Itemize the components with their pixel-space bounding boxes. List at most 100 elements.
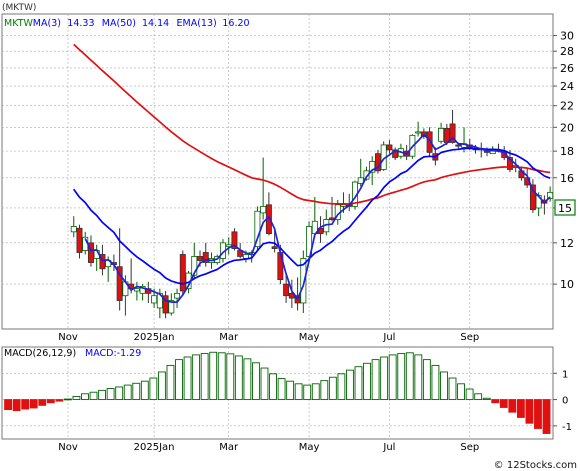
candle-body <box>283 283 290 297</box>
candle-body <box>506 157 513 170</box>
macd-bar <box>115 386 124 401</box>
price-x-tick: Nov <box>58 332 78 343</box>
candle-body <box>260 205 267 214</box>
candle-body <box>449 123 456 143</box>
macd-bar <box>371 359 380 401</box>
macd-bar <box>294 383 303 401</box>
macd-bar <box>516 399 525 418</box>
legend-item: MA(50) <box>102 18 136 29</box>
price-gridlines <box>2 14 553 329</box>
legend-item: MA(3) <box>33 18 61 29</box>
candle-body <box>455 144 462 147</box>
macd-bar <box>55 399 64 402</box>
candle-body <box>87 242 94 263</box>
candle-body <box>271 246 278 249</box>
macd-bar <box>440 371 448 401</box>
candle-body <box>225 244 232 248</box>
candle-body <box>99 254 106 270</box>
macd-x-tick: Nov <box>58 442 78 453</box>
macd-x-tick: 2025Jan <box>134 442 175 453</box>
price-y-axis: 3028262422201816141210 <box>553 30 574 291</box>
candle-body <box>151 295 158 304</box>
macd-bar <box>98 389 107 401</box>
macd-bar <box>286 380 295 401</box>
price-y-tick: 10 <box>560 278 574 291</box>
macd-bar <box>29 399 38 409</box>
macd-bar <box>252 362 260 401</box>
candle-body <box>415 131 422 134</box>
ma50-line <box>73 43 551 205</box>
price-y-tick: 24 <box>560 80 574 93</box>
macd-bar <box>397 353 406 401</box>
macd-bar <box>89 391 98 401</box>
price-x-tick: Mar <box>219 332 239 343</box>
macd-bar <box>140 380 149 401</box>
price-y-tick: 20 <box>560 121 574 134</box>
moving-average-lines <box>73 43 551 303</box>
macd-bar <box>21 399 30 410</box>
macd-bar <box>448 377 457 401</box>
macd-bar <box>405 352 414 401</box>
candle-body <box>300 258 307 304</box>
macd-bar <box>234 355 243 401</box>
candle-body <box>357 177 364 184</box>
macd-bar <box>508 399 517 413</box>
macd-x-tick: Mar <box>219 442 239 453</box>
macd-bar <box>200 353 209 401</box>
candle-body <box>139 285 146 294</box>
price-x-tick: May <box>299 332 320 343</box>
macd-bar <box>63 398 72 401</box>
price-x-tick: 2025Jan <box>134 332 175 343</box>
price-y-tick: 16 <box>560 172 574 185</box>
macd-x-tick: Sep <box>460 442 479 453</box>
macd-bar <box>388 354 397 401</box>
ticker-title: (MKTW) <box>2 3 36 13</box>
macd-bar <box>474 393 483 401</box>
candle-body <box>329 217 336 220</box>
candle-body <box>202 252 209 263</box>
legend-item: 14.14 <box>142 18 169 29</box>
macd-bar <box>525 399 534 424</box>
macd-bar <box>123 384 132 401</box>
macd-bar <box>337 373 346 401</box>
candle-body <box>529 184 536 211</box>
ema13-line <box>73 147 551 285</box>
candle-body <box>426 131 433 153</box>
macd-bar <box>491 399 500 404</box>
macd-y-tick: 0 <box>562 396 568 407</box>
price-y-tick: 12 <box>560 237 574 250</box>
macd-bar <box>277 378 286 401</box>
macd-bar <box>482 397 491 401</box>
price-x-tick: Sep <box>460 332 479 343</box>
macd-bar <box>46 399 55 404</box>
macd-bar <box>72 395 81 401</box>
candle-body <box>340 204 347 207</box>
candle-body <box>70 226 77 233</box>
macd-bar <box>81 393 89 401</box>
price-x-tick: Jul <box>382 332 395 343</box>
macd-y-tick: -1 <box>562 422 572 433</box>
candle-body <box>386 144 393 151</box>
macd-bar <box>311 383 320 401</box>
macd-bar <box>260 367 269 401</box>
candle-body <box>197 256 203 261</box>
legend-item: MKTW <box>4 18 33 29</box>
candle-body <box>547 191 554 199</box>
macd-bar <box>12 399 21 412</box>
macd-bar <box>217 352 226 401</box>
candle-body <box>76 227 83 253</box>
ma3-line <box>84 133 551 303</box>
price-y-tick: 30 <box>560 30 574 43</box>
last-price-tag: 15 <box>554 199 576 216</box>
macd-x-axis: Nov 2025Jan Mar May Jul Sep <box>58 442 479 453</box>
macd-bar <box>354 366 363 401</box>
candle-body <box>438 128 445 142</box>
legend-item: EMA(13) <box>177 18 217 29</box>
price-x-axis: Nov 2025Jan Mar May Jul Sep <box>58 332 479 343</box>
footer-credit: © 12Stocks.com <box>494 460 577 471</box>
macd-bar <box>320 380 329 401</box>
macd-bar <box>149 377 158 401</box>
macd-title: MACD(26,12,9) <box>4 348 76 359</box>
macd-bar <box>132 382 141 401</box>
